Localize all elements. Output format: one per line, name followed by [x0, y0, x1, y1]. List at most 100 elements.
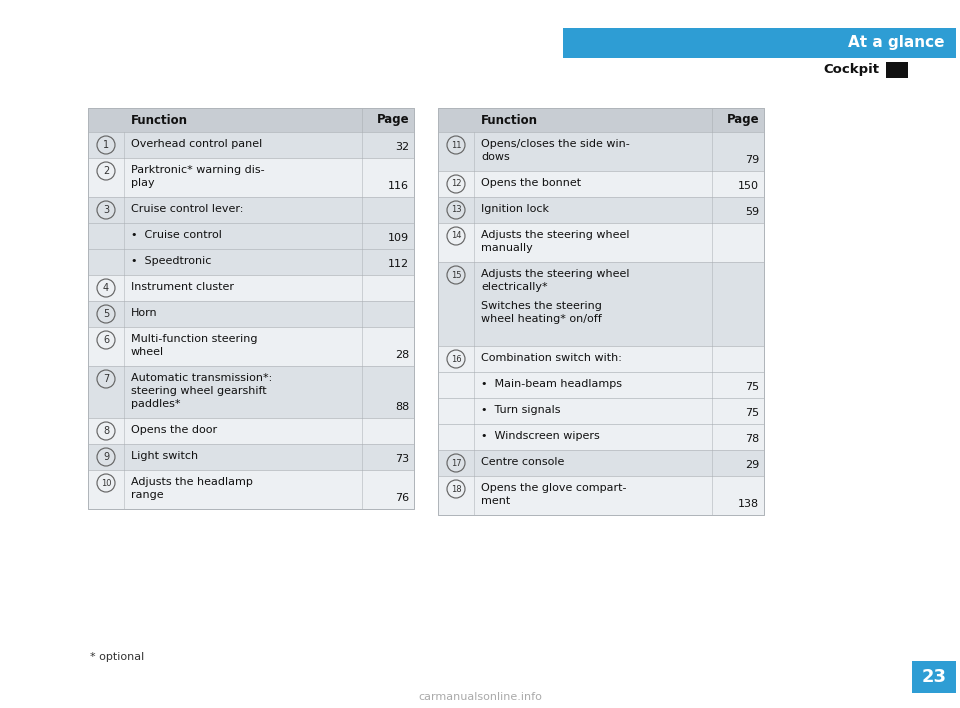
Text: Opens the bonnet: Opens the bonnet	[481, 178, 581, 188]
Bar	[88, 444, 414, 470]
Bar	[88, 197, 414, 223]
Text: 15: 15	[451, 270, 461, 280]
Text: 16: 16	[450, 355, 462, 363]
Text: Ignition lock: Ignition lock	[481, 204, 549, 214]
Bar	[438, 262, 764, 346]
Text: * optional: * optional	[90, 652, 144, 662]
Text: 1: 1	[103, 140, 109, 150]
Bar	[88, 223, 414, 249]
Text: Parktronic* warning dis-: Parktronic* warning dis-	[131, 165, 265, 175]
Bar	[438, 398, 764, 424]
Bar	[88, 275, 414, 301]
Bar	[88, 158, 414, 197]
Text: 28: 28	[395, 350, 409, 360]
Text: electrically*: electrically*	[481, 282, 547, 292]
Text: Multi-function steering: Multi-function steering	[131, 334, 257, 344]
Text: 23: 23	[922, 668, 947, 686]
Bar	[88, 301, 414, 327]
Text: Cruise control lever:: Cruise control lever:	[131, 204, 244, 214]
Text: 78: 78	[745, 434, 759, 444]
Text: Adjusts the steering wheel: Adjusts the steering wheel	[481, 269, 630, 279]
Text: wheel: wheel	[131, 347, 164, 357]
Text: Adjusts the headlamp: Adjusts the headlamp	[131, 477, 252, 487]
Text: 59: 59	[745, 207, 759, 217]
Text: Function: Function	[131, 113, 188, 127]
Text: play: play	[131, 178, 155, 188]
Text: carmanualsonline.info: carmanualsonline.info	[418, 692, 542, 702]
Text: paddles*: paddles*	[131, 399, 180, 409]
Text: 17: 17	[450, 459, 462, 467]
Text: 88: 88	[395, 402, 409, 412]
Text: 6: 6	[103, 335, 109, 345]
Text: Function: Function	[481, 113, 538, 127]
Text: 73: 73	[395, 454, 409, 464]
Text: •  Windscreen wipers: • Windscreen wipers	[481, 431, 600, 441]
Bar	[438, 108, 764, 515]
Text: Light switch: Light switch	[131, 451, 198, 461]
Text: Overhead control panel: Overhead control panel	[131, 139, 262, 149]
Text: 2: 2	[103, 166, 109, 176]
Text: 10: 10	[101, 479, 111, 488]
Bar	[438, 476, 764, 515]
Text: •  Main-beam headlamps: • Main-beam headlamps	[481, 379, 622, 389]
Text: 76: 76	[395, 493, 409, 503]
Text: 3: 3	[103, 205, 109, 215]
Bar	[88, 249, 414, 275]
Text: 75: 75	[745, 408, 759, 418]
Bar	[438, 171, 764, 197]
Text: 4: 4	[103, 283, 109, 293]
Text: steering wheel gearshift: steering wheel gearshift	[131, 386, 267, 396]
Bar	[886, 62, 908, 78]
Text: 75: 75	[745, 382, 759, 392]
Text: 109: 109	[388, 233, 409, 243]
Text: 12: 12	[451, 180, 461, 188]
Text: 112: 112	[388, 259, 409, 269]
Text: 138: 138	[738, 499, 759, 509]
Text: manually: manually	[481, 243, 533, 253]
Bar	[438, 197, 764, 223]
Text: 18: 18	[450, 484, 462, 493]
Text: 8: 8	[103, 426, 109, 436]
Text: Opens the door: Opens the door	[131, 425, 217, 435]
Text: 32: 32	[395, 142, 409, 152]
Bar	[88, 108, 414, 509]
Bar	[88, 418, 414, 444]
Text: 150: 150	[738, 181, 759, 191]
Text: 11: 11	[451, 140, 461, 149]
Bar	[438, 132, 764, 171]
Text: 7: 7	[103, 374, 109, 384]
Text: 116: 116	[388, 181, 409, 191]
Text: Adjusts the steering wheel: Adjusts the steering wheel	[481, 230, 630, 240]
Text: •  Cruise control: • Cruise control	[131, 230, 222, 240]
Text: 13: 13	[450, 205, 462, 215]
Bar	[438, 372, 764, 398]
Bar	[438, 450, 764, 476]
Bar	[88, 132, 414, 158]
Bar	[438, 424, 764, 450]
Text: 79: 79	[745, 155, 759, 165]
Bar	[438, 223, 764, 262]
Bar	[88, 108, 414, 132]
Text: Horn: Horn	[131, 308, 157, 318]
Bar	[88, 366, 414, 418]
Text: Page: Page	[376, 113, 409, 127]
Text: wheel heating* on/off: wheel heating* on/off	[481, 314, 602, 324]
Text: Cockpit: Cockpit	[823, 64, 879, 76]
Text: dows: dows	[481, 152, 510, 162]
Text: •  Turn signals: • Turn signals	[481, 405, 561, 415]
Text: 5: 5	[103, 309, 109, 319]
Text: ment: ment	[481, 496, 511, 506]
Text: Page: Page	[727, 113, 759, 127]
Text: •  Speedtronic: • Speedtronic	[131, 256, 211, 266]
Text: At a glance: At a glance	[848, 35, 944, 50]
Text: 14: 14	[451, 232, 461, 241]
Text: Switches the steering: Switches the steering	[481, 301, 602, 311]
Text: Instrument cluster: Instrument cluster	[131, 282, 234, 292]
Text: 9: 9	[103, 452, 109, 462]
Text: Combination switch with:: Combination switch with:	[481, 353, 622, 363]
Text: 29: 29	[745, 460, 759, 470]
Text: Centre console: Centre console	[481, 457, 564, 467]
Bar	[88, 470, 414, 509]
Text: Opens/closes the side win-: Opens/closes the side win-	[481, 139, 630, 149]
Bar	[563, 28, 956, 58]
